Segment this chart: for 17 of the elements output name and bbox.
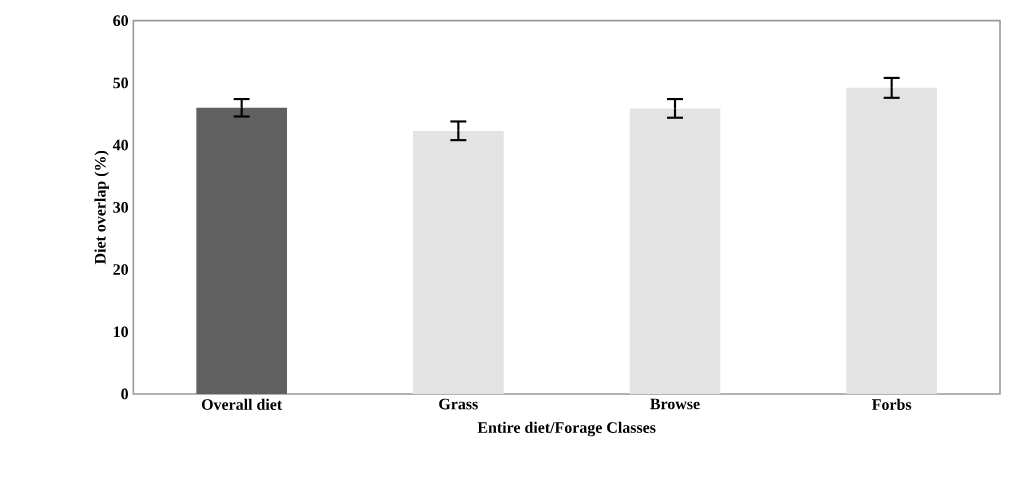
x-axis-title: Entire diet/Forage Classes — [477, 421, 656, 437]
bar — [413, 130, 504, 394]
x-tick-label: Overall diet — [201, 398, 283, 410]
y-tick-label: 40 — [112, 139, 129, 151]
bar — [846, 87, 937, 394]
y-tick-label: 60 — [113, 15, 129, 26]
bar — [196, 107, 287, 394]
y-tick-label: 10 — [113, 326, 129, 337]
bar — [629, 108, 721, 394]
x-tick-label: Grass — [439, 398, 478, 410]
x-tick-label: Forbs — [872, 398, 912, 410]
y-tick-label: 30 — [113, 201, 129, 213]
y-tick-label: 0 — [121, 388, 129, 400]
y-tick-label: 20 — [113, 264, 129, 275]
y-tick-label: 50 — [113, 77, 129, 89]
y-axis-title: Diet overlap (%) — [94, 150, 109, 265]
x-tick-label: Browse — [650, 398, 700, 410]
